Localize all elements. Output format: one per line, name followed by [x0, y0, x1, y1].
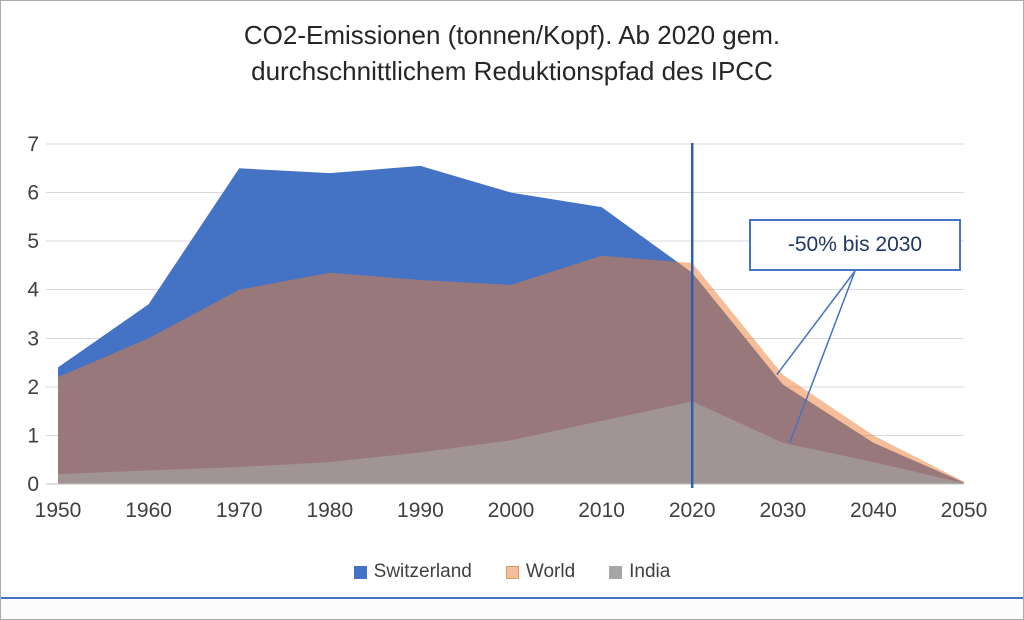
y-tick-label: 7: [27, 133, 39, 156]
x-tick-label: 2010: [578, 499, 625, 522]
chart-title: CO2-Emissionen (tonnen/Kopf). Ab 2020 ge…: [1, 17, 1023, 90]
y-tick-label: 3: [27, 327, 39, 350]
y-tick-label: 4: [27, 279, 39, 302]
area-series-india: [58, 401, 964, 484]
legend-item-india: India: [609, 561, 670, 583]
y-tick-label: 5: [27, 230, 39, 253]
legend-swatch-world: [505, 565, 519, 579]
y-tick-label: 2: [27, 376, 39, 399]
x-tick-label: 2000: [488, 499, 535, 522]
legend-swatch-india: [609, 565, 623, 579]
y-tick-label: 0: [27, 473, 39, 496]
annotation-callout-line-1: [776, 270, 856, 376]
chart-legend: Switzerland World India: [1, 561, 1023, 583]
x-tick-label: 2050: [941, 499, 988, 522]
legend-item-world: World: [505, 561, 576, 583]
bottom-edge-line: [1, 597, 1023, 619]
annotation-callout-line-2: [789, 270, 856, 443]
x-tick-label: 1980: [306, 499, 353, 522]
annotation-box[interactable]: -50% bis 2030: [749, 219, 961, 271]
chart-title-line1: CO2-Emissionen (tonnen/Kopf). Ab 2020 ge…: [243, 20, 781, 50]
y-tick-label: 6: [27, 182, 39, 205]
x-tick-label: 1990: [397, 499, 444, 522]
y-tick-label: 1: [27, 424, 39, 447]
x-tick-label: 2040: [850, 499, 897, 522]
legend-item-switzerland: Switzerland: [353, 561, 472, 583]
x-tick-label: 1970: [216, 499, 263, 522]
x-tick-label: 2030: [759, 499, 806, 522]
x-tick-label: 1960: [125, 499, 172, 522]
legend-label-world: World: [525, 561, 576, 582]
legend-label-switzerland: Switzerland: [373, 561, 472, 582]
x-tick-label: 1950: [35, 499, 82, 522]
chart-title-line2: durchschnittlichem Reduktionspfad des IP…: [251, 56, 773, 87]
legend-label-india: India: [629, 561, 671, 582]
x-tick-label: 2020: [669, 499, 716, 522]
legend-swatch-switzerland: [353, 565, 367, 579]
annotation-text: -50% bis 2030: [787, 233, 923, 256]
